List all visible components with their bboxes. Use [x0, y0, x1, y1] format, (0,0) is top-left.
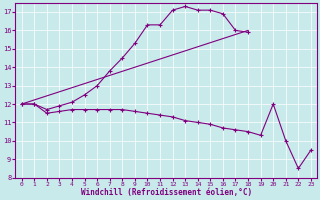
- X-axis label: Windchill (Refroidissement éolien,°C): Windchill (Refroidissement éolien,°C): [81, 188, 252, 197]
